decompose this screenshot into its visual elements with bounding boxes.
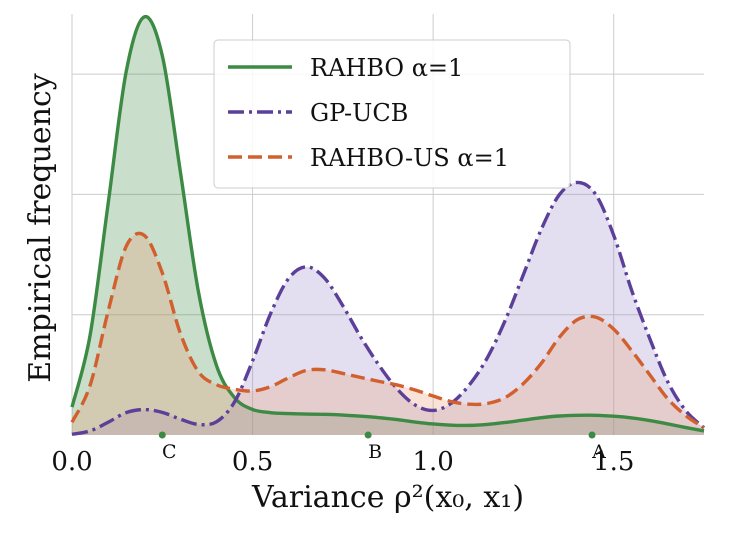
series-fill-1 [72, 182, 704, 435]
x-tick-label-3: 1.5 [593, 447, 634, 477]
legend-label-1: GP-UCB [310, 99, 408, 127]
point-label-b: B [368, 441, 382, 463]
series-line-0 [70, 15, 705, 433]
series-fills [72, 16, 704, 436]
x-tick-label-0: 0.0 [51, 447, 92, 477]
x-tick-label-1: 0.5 [232, 447, 273, 477]
x-axis-label: Variance ρ²(x₀, x₁) [251, 480, 524, 515]
series-fill-2 [72, 233, 704, 435]
series-line-1 [71, 180, 706, 436]
point-marker-b [364, 431, 372, 439]
x-tick-label-2: 1.0 [412, 447, 453, 477]
legend-label-2: RAHBO-US α=1 [310, 144, 509, 172]
series-line-2 [70, 231, 705, 430]
series-fill-0 [72, 16, 704, 436]
series-lines [70, 15, 706, 436]
point-marker-a [588, 431, 596, 439]
point-label-c: C [162, 441, 177, 463]
legend-box [213, 39, 571, 189]
legend-label-0: RAHBO α=1 [310, 54, 463, 82]
point-marker-c [158, 431, 166, 439]
point-label-a: A [591, 441, 606, 463]
x-tick-labels: 0.0 0.5 1.0 1.5 [51, 447, 634, 477]
point-markers [158, 431, 596, 439]
y-axis-label: Empirical frequency [23, 73, 58, 383]
legend: RAHBO α=1 GP-UCB RAHBO-US α=1 [213, 39, 571, 189]
